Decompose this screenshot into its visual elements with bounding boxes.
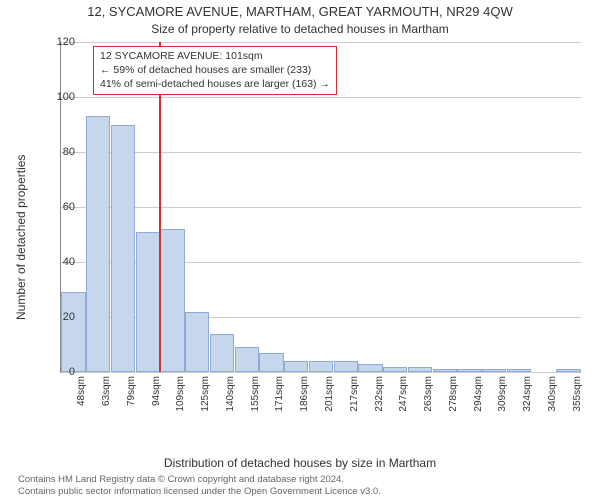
x-tick-label: 48sqm [76, 376, 87, 406]
x-tick-label: 340sqm [547, 376, 558, 412]
x-tick-label: 109sqm [175, 376, 186, 412]
x-tick-label: 201sqm [324, 376, 335, 412]
x-tick-label: 186sqm [299, 376, 310, 412]
x-tick-label: 125sqm [200, 376, 211, 412]
x-tick-label: 217sqm [349, 376, 360, 412]
attribution-line2: Contains public sector information licen… [18, 486, 381, 497]
x-tick-label: 278sqm [448, 376, 459, 412]
histogram-bar [433, 369, 457, 372]
x-axis-label: Distribution of detached houses by size … [0, 456, 600, 470]
y-tick-label: 120 [45, 36, 75, 48]
histogram-bar [284, 361, 308, 372]
attribution-line1: Contains HM Land Registry data © Crown c… [18, 474, 344, 485]
histogram-bar [111, 125, 135, 373]
gridline [61, 372, 581, 373]
histogram-bar [482, 369, 506, 372]
annotation-line: ← 59% of detached houses are smaller (23… [100, 63, 330, 77]
y-tick-label: 20 [45, 311, 75, 323]
plot-area: 12 SYCAMORE AVENUE: 101sqm← 59% of detac… [60, 42, 581, 373]
x-tick-label: 140sqm [225, 376, 236, 412]
annotation-line: 41% of semi-detached houses are larger (… [100, 77, 330, 91]
histogram-bar [457, 369, 481, 372]
gridline [61, 97, 581, 98]
x-tick-label: 355sqm [572, 376, 583, 412]
histogram-bar [86, 116, 110, 372]
histogram-bar [507, 369, 531, 372]
annotation-line: 12 SYCAMORE AVENUE: 101sqm [100, 49, 330, 63]
x-tick-label: 324sqm [522, 376, 533, 412]
gridline [61, 207, 581, 208]
y-axis-label: Number of detached properties [14, 155, 28, 320]
histogram-bar [210, 334, 234, 373]
histogram-bar [556, 369, 580, 372]
x-tick-label: 171sqm [274, 376, 285, 412]
y-tick-label: 0 [45, 366, 75, 378]
page-title: 12, SYCAMORE AVENUE, MARTHAM, GREAT YARM… [0, 4, 600, 19]
x-tick-label: 294sqm [473, 376, 484, 412]
histogram-bar [160, 229, 184, 372]
histogram-bar [61, 292, 85, 372]
x-tick-label: 309sqm [497, 376, 508, 412]
gridline [61, 152, 581, 153]
x-tick-label: 155sqm [250, 376, 261, 412]
histogram-bar [185, 312, 209, 373]
x-tick-label: 94sqm [151, 376, 162, 406]
x-tick-label: 263sqm [423, 376, 434, 412]
y-tick-label: 100 [45, 91, 75, 103]
histogram-bar [358, 364, 382, 372]
x-tick-label: 79sqm [126, 376, 137, 406]
x-tick-label: 247sqm [398, 376, 409, 412]
histogram-bar [309, 361, 333, 372]
histogram-bar [259, 353, 283, 372]
x-tick-label: 232sqm [374, 376, 385, 412]
histogram-bar [383, 367, 407, 373]
gridline [61, 42, 581, 43]
y-tick-label: 40 [45, 256, 75, 268]
chart-subtitle: Size of property relative to detached ho… [0, 22, 600, 36]
x-tick-label: 63sqm [101, 376, 112, 406]
histogram-bar [408, 367, 432, 373]
y-tick-label: 60 [45, 201, 75, 213]
attribution: Contains HM Land Registry data © Crown c… [18, 474, 578, 498]
chart-container: 12, SYCAMORE AVENUE, MARTHAM, GREAT YARM… [0, 0, 600, 500]
annotation-box: 12 SYCAMORE AVENUE: 101sqm← 59% of detac… [93, 46, 337, 95]
histogram-bar [235, 347, 259, 372]
histogram-bar [136, 232, 160, 372]
y-tick-label: 80 [45, 146, 75, 158]
histogram-bar [334, 361, 358, 372]
